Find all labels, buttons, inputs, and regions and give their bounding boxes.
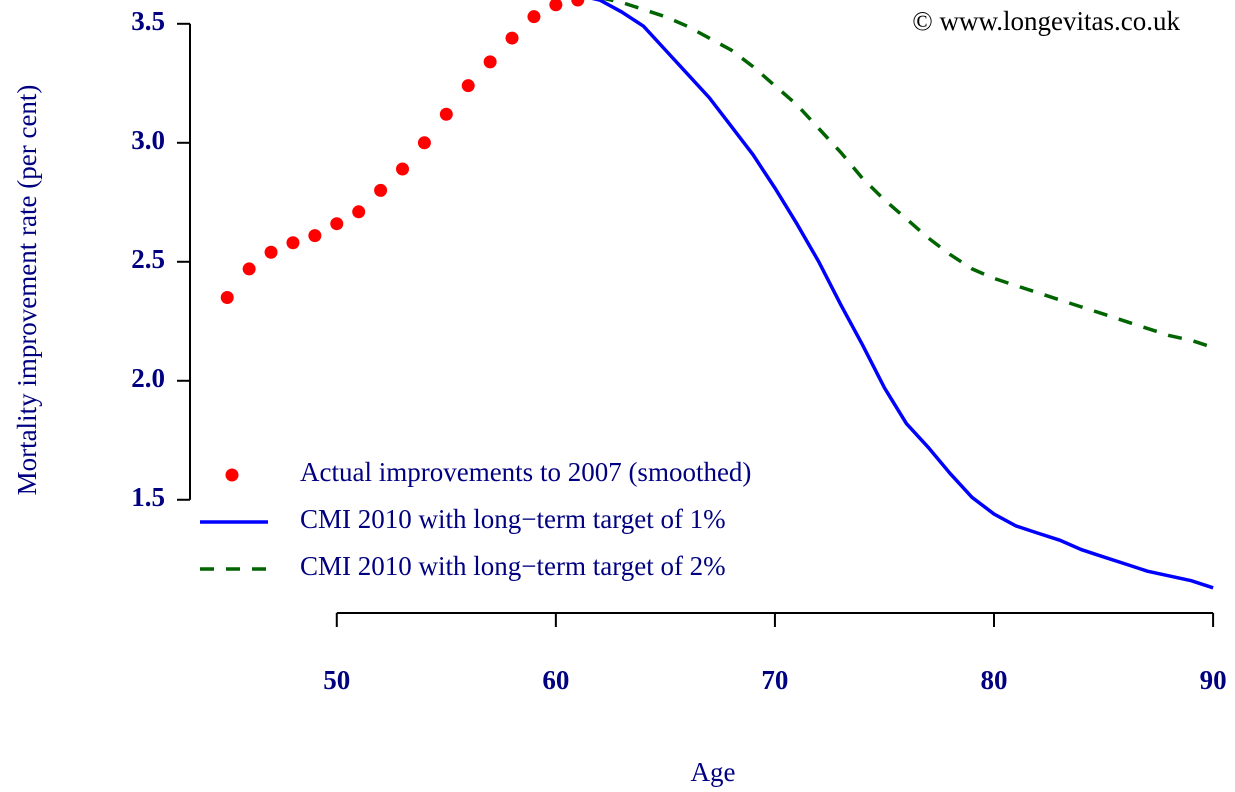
data-point [439,107,453,121]
x-tick-label: 80 [981,665,1008,695]
y-tick-label: 1.5 [131,482,165,512]
x-axis-label: Age [691,757,736,787]
data-point [264,245,278,259]
data-point [571,0,585,7]
data-point [505,31,519,45]
x-tick-label: 50 [323,665,350,695]
chart-title: © www.longevitas.co.uk [912,6,1180,36]
y-tick-label: 2.0 [131,363,165,393]
data-point [549,0,563,12]
x-tick-label: 90 [1200,665,1227,695]
data-point [461,79,475,93]
y-tick-label: 3.0 [131,125,165,155]
data-point [352,205,366,219]
data-point [308,229,322,243]
series-line [602,0,1214,350]
data-point [396,162,410,176]
y-axis-label: Mortality improvement rate (per cent) [12,85,42,496]
plot-area [220,0,1214,590]
x-tick-label: 70 [761,665,788,695]
legend-label: CMI 2010 with long−term target of 1% [300,504,726,534]
legend-symbol [225,468,239,482]
legend-label: CMI 2010 with long−term target of 2% [300,551,726,581]
legend-label: Actual improvements to 2007 (smoothed) [300,457,751,487]
data-point [286,236,300,250]
data-point [483,55,497,69]
y-tick-label: 2.5 [131,244,165,274]
y-tick-label: 3.5 [131,6,165,36]
data-point [417,136,431,150]
series-line [591,0,1214,590]
data-point [374,183,388,197]
data-point [527,10,541,24]
data-point [330,217,344,231]
data-point [220,290,234,304]
x-tick-label: 60 [542,665,569,695]
data-point [242,262,256,276]
